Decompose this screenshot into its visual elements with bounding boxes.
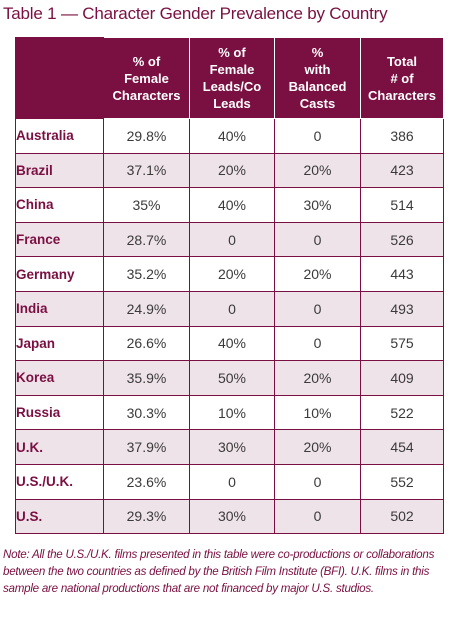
value-cell: 20% (274, 152, 361, 189)
country-cell: U.S./U.K. (15, 463, 104, 500)
table-row: France 28.7% 0 0 526 (15, 221, 444, 258)
country-cell: Russia (15, 394, 104, 431)
value-cell: 20% (274, 429, 361, 465)
value-cell: 423 (360, 152, 444, 189)
table-row: Australia 29.8% 40% 0 386 (15, 118, 444, 154)
value-cell: 526 (360, 221, 444, 258)
value-cell: 30% (274, 187, 361, 223)
column-header: % of Female Characters (103, 37, 190, 119)
value-cell: 409 (360, 360, 444, 396)
column-header-line: Characters (368, 87, 436, 103)
table-row: U.S. 29.3% 30% 0 502 (15, 498, 444, 535)
table-body: Australia 29.8% 40% 0 386 Brazil 37.1% 20% 20% 42… (15, 118, 444, 535)
value-cell: 443 (360, 256, 444, 292)
value-cell: 0 (274, 463, 361, 500)
country-cell: India (15, 290, 104, 327)
country-cell: France (15, 221, 104, 258)
country-cell: Australia (15, 118, 104, 154)
column-header-line: Balanced (288, 79, 347, 94)
value-cell: 37.9% (103, 429, 190, 465)
table-row: Japan 26.6% 40% 0 575 (15, 325, 444, 362)
value-cell: 37.1% (103, 152, 190, 189)
column-header-line: Leads/Co (202, 79, 262, 94)
value-cell: 0 (274, 325, 361, 362)
value-cell: 10% (274, 394, 361, 431)
table-row: Germany 35.2% 20% 20% 443 (15, 256, 444, 292)
value-cell: 29.3% (103, 498, 190, 535)
table-row: U.S./U.K. 23.6% 0 0 552 (15, 463, 444, 500)
value-cell: 522 (360, 394, 444, 431)
gender-prevalence-table: % of Female Characters % of Female Leads/Co L… (15, 37, 444, 535)
value-cell: 493 (360, 290, 444, 327)
value-cell: 552 (360, 463, 444, 500)
value-cell: 0 (189, 221, 275, 258)
table-row: Brazil 37.1% 20% 20% 423 (15, 152, 444, 189)
column-header: Total # of Characters (360, 37, 444, 119)
column-header-line: with (304, 62, 331, 77)
value-cell: 20% (274, 256, 361, 292)
column-header: % with Balanced Casts (274, 37, 361, 119)
column-header-line: # of (390, 70, 414, 86)
table-row: Russia 30.3% 10% 10% 522 (15, 394, 444, 431)
value-cell: 454 (360, 429, 444, 465)
value-cell: 0 (274, 221, 361, 258)
table-title: Table 1 — Character Gender Prevalence by… (3, 4, 388, 23)
value-cell: 35.9% (103, 360, 190, 396)
value-cell: 20% (189, 152, 275, 189)
column-header-line: Total (386, 53, 418, 69)
table-row: U.K. 37.9% 30% 20% 454 (15, 429, 444, 465)
table-row: China 35% 40% 30% 514 (15, 187, 444, 223)
column-header-line: Characters (112, 87, 181, 103)
country-cell: Brazil (15, 152, 104, 189)
table-footnote: Note: All the U.S./U.K. films presented … (3, 548, 435, 595)
column-header: % of Female Leads/Co Leads (189, 37, 275, 119)
value-cell: 40% (189, 325, 275, 362)
header-corner-cell (15, 37, 104, 119)
value-cell: 23.6% (103, 463, 190, 500)
table-header-row: % of Female Characters % of Female Leads/Co L… (15, 37, 444, 119)
country-cell: China (15, 187, 104, 223)
value-cell: 0 (274, 118, 361, 154)
table-row: India 24.9% 0 0 493 (15, 290, 444, 327)
value-cell: 50% (189, 360, 275, 396)
country-cell: U.K. (15, 429, 104, 465)
value-cell: 30% (189, 429, 275, 465)
value-cell: 35% (103, 187, 190, 223)
country-cell: Germany (15, 256, 104, 292)
value-cell: 386 (360, 118, 444, 154)
value-cell: 29.8% (103, 118, 190, 154)
value-cell: 30% (189, 498, 275, 535)
column-header-line: Casts (299, 96, 336, 111)
value-cell: 28.7% (103, 221, 190, 258)
value-cell: 0 (274, 498, 361, 535)
country-cell: Japan (15, 325, 104, 362)
value-cell: 0 (189, 290, 275, 327)
value-cell: 0 (274, 290, 361, 327)
table-row: Korea 35.9% 50% 20% 409 (15, 360, 444, 396)
column-header-line: Leads (213, 96, 251, 111)
column-header-line: % (311, 45, 324, 60)
value-cell: 40% (189, 187, 275, 223)
value-cell: 10% (189, 394, 275, 431)
value-cell: 575 (360, 325, 444, 362)
value-cell: 20% (274, 360, 361, 396)
value-cell: 0 (189, 463, 275, 500)
value-cell: 514 (360, 187, 444, 223)
value-cell: 35.2% (103, 256, 190, 292)
value-cell: 502 (360, 498, 444, 535)
country-cell: Korea (15, 360, 104, 396)
column-header-line: Female (209, 62, 255, 77)
value-cell: 26.6% (103, 325, 190, 362)
value-cell: 24.9% (103, 290, 190, 327)
country-cell: U.S. (15, 498, 104, 535)
value-cell: 30.3% (103, 394, 190, 431)
value-cell: 20% (189, 256, 275, 292)
value-cell: 40% (189, 118, 275, 154)
column-header-line: % of (132, 53, 161, 69)
column-header-line: Female (124, 70, 169, 86)
column-header-line: % of (218, 45, 246, 60)
